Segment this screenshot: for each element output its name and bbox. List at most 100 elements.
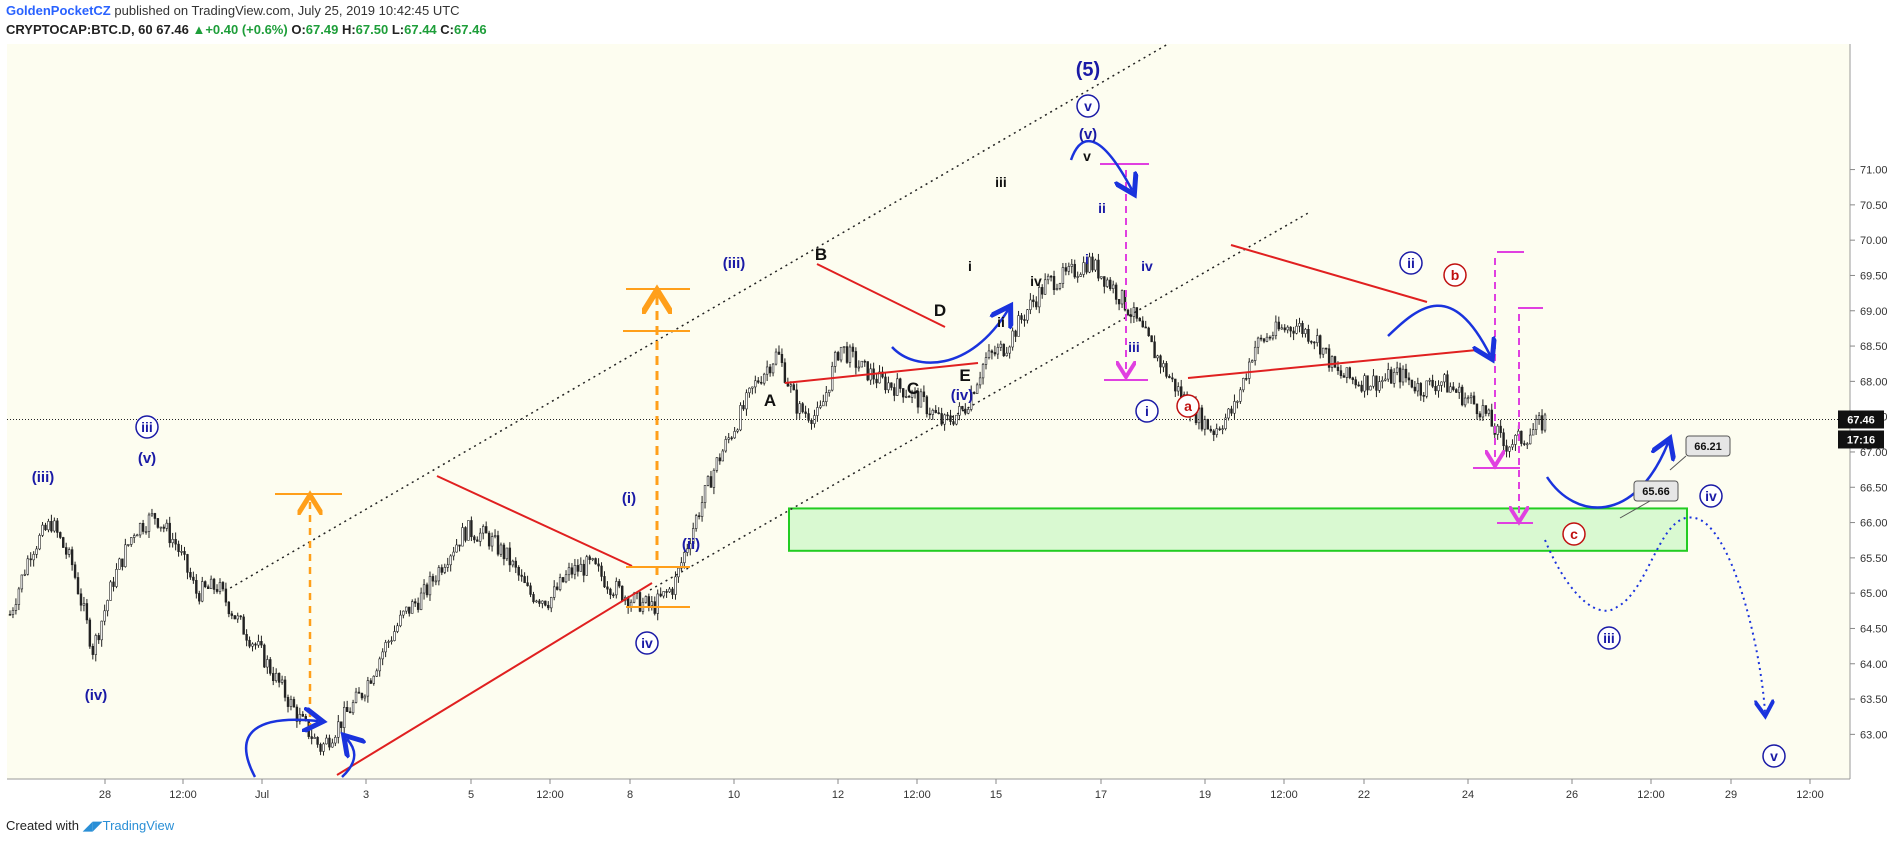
candle-body xyxy=(508,547,512,566)
created-with: Created with xyxy=(6,818,79,833)
wave-label: (iii) xyxy=(723,255,746,272)
wave-label: iv xyxy=(641,635,653,651)
candle-body xyxy=(1392,371,1396,384)
candle-body xyxy=(1531,429,1535,436)
candle-body xyxy=(1035,301,1038,308)
channel-lower-line xyxy=(649,211,1311,591)
candle-body xyxy=(1502,432,1505,447)
candle-body xyxy=(1135,307,1139,319)
candle-body xyxy=(1372,375,1375,387)
callout-pointer xyxy=(1669,455,1687,471)
candle-body xyxy=(848,346,852,363)
candle-body xyxy=(112,581,115,587)
candle-body xyxy=(239,615,242,618)
y-tick-label: 71.00 xyxy=(1860,165,1887,177)
plot-area[interactable] xyxy=(7,44,1850,779)
candle-body xyxy=(1094,259,1097,271)
candle-body xyxy=(1357,384,1360,387)
candle-body xyxy=(1398,367,1402,383)
candle-body xyxy=(567,567,571,576)
candle-body xyxy=(1499,425,1502,434)
candle-body xyxy=(1505,445,1508,452)
candle-body xyxy=(1363,375,1366,392)
symbol-name[interactable]: CRYPTOCAP:BTC.D, 60 xyxy=(6,22,153,37)
candle-body xyxy=(79,593,83,606)
callout-66-21: 66.21 xyxy=(1694,441,1722,453)
candle-body xyxy=(32,554,35,561)
candle-body xyxy=(564,574,568,583)
forecast-curve xyxy=(1545,443,1668,509)
wave-label-circle xyxy=(1443,263,1467,287)
current-price-tag: 67.46 xyxy=(1847,414,1875,426)
candle-body xyxy=(1484,405,1488,414)
candle-body xyxy=(88,619,92,647)
candle-body xyxy=(487,532,491,547)
trendline xyxy=(436,475,633,567)
candle-body xyxy=(334,737,337,744)
candle-body xyxy=(922,391,926,398)
candle-body xyxy=(999,343,1002,348)
candle-body xyxy=(1387,369,1390,380)
wave-label: (v) xyxy=(1079,126,1097,143)
candle-body xyxy=(987,350,991,358)
candle-body xyxy=(1268,336,1272,339)
candle-body xyxy=(650,601,654,606)
candle-body xyxy=(434,580,438,583)
x-tick-label: 5 xyxy=(468,789,474,801)
candle-body xyxy=(204,581,207,588)
price-tags: 67.46 17:16 xyxy=(1838,410,1884,449)
candle-body xyxy=(458,544,461,547)
x-tick-label: 12:00 xyxy=(903,789,931,801)
candle-body xyxy=(73,564,77,578)
candle-body xyxy=(1540,415,1544,431)
wave-label: iv xyxy=(1705,488,1717,504)
tradingview-link[interactable]: TradingView xyxy=(102,818,175,833)
candle-body xyxy=(85,603,89,621)
candle-body xyxy=(254,643,257,646)
candle-body xyxy=(1248,361,1251,379)
candle-body xyxy=(1324,347,1328,350)
author-name[interactable]: GoldenPocketCZ xyxy=(6,3,111,18)
candle-body xyxy=(186,554,189,573)
wave-label: iv xyxy=(1030,273,1042,289)
candle-body xyxy=(1301,323,1304,335)
wave-label: iii xyxy=(141,419,153,435)
candle-body xyxy=(106,600,109,612)
candle-body xyxy=(1472,395,1476,405)
candle-body xyxy=(1106,279,1109,287)
x-tick-label: 8 xyxy=(627,789,633,801)
candle-body xyxy=(1384,378,1387,381)
candle-body xyxy=(440,567,444,573)
candle-body xyxy=(1126,309,1130,316)
candle-body xyxy=(1245,378,1248,380)
candle-body xyxy=(413,601,417,604)
candle-body xyxy=(313,737,316,739)
candle-body xyxy=(591,558,594,560)
candle-body xyxy=(455,544,458,553)
candle-body xyxy=(286,697,290,707)
candle-body xyxy=(144,531,148,533)
candle-body xyxy=(41,524,44,536)
candle-body xyxy=(1212,430,1215,435)
candle-body xyxy=(1221,428,1224,430)
candle-body xyxy=(1416,383,1420,392)
candle-body xyxy=(201,581,204,602)
candle-body xyxy=(742,405,745,410)
candle-body xyxy=(263,644,266,668)
candle-body xyxy=(1490,409,1493,427)
candle-body xyxy=(919,391,923,408)
candle-body xyxy=(1390,369,1393,384)
candle-body xyxy=(133,535,136,538)
candle-body xyxy=(357,691,361,694)
candle-body xyxy=(618,581,621,587)
candle-body xyxy=(1434,386,1437,392)
candle-body xyxy=(887,382,890,391)
y-tick-label: 68.50 xyxy=(1860,341,1887,353)
candle-body xyxy=(1168,376,1171,379)
candle-body xyxy=(295,706,299,722)
candle-body xyxy=(1058,283,1062,289)
candle-body xyxy=(1469,395,1473,399)
candle-body xyxy=(277,672,281,683)
candle-body xyxy=(762,373,766,384)
